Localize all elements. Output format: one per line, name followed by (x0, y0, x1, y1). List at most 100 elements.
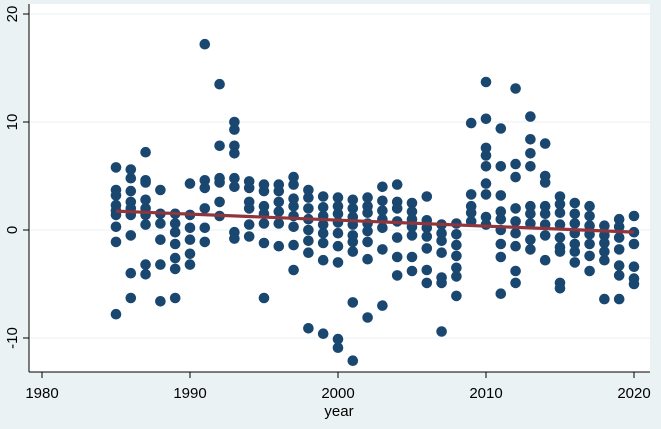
data-point (303, 203, 314, 214)
data-point (125, 172, 137, 184)
data-point (169, 263, 181, 275)
data-point (229, 181, 240, 193)
data-point (421, 243, 433, 254)
data-point (599, 220, 610, 231)
data-point (613, 244, 625, 255)
y-tick-label: -10 (4, 327, 21, 349)
data-point (140, 269, 151, 280)
data-point (184, 248, 196, 260)
data-point (347, 236, 359, 248)
data-point (584, 220, 595, 231)
data-point (155, 184, 166, 196)
data-point (140, 177, 151, 188)
data-point (584, 210, 595, 222)
data-point (628, 238, 640, 250)
data-point (480, 76, 492, 88)
data-point (421, 191, 433, 202)
data-point (391, 251, 403, 263)
data-point (377, 181, 388, 193)
data-point (628, 210, 640, 222)
data-point (480, 161, 492, 172)
data-point (406, 265, 418, 277)
data-point (317, 202, 329, 213)
data-point (332, 257, 344, 268)
data-point (125, 292, 137, 304)
data-point (436, 326, 447, 337)
data-point (184, 259, 196, 270)
data-point (554, 219, 566, 230)
data-point (599, 230, 610, 241)
data-point (525, 200, 536, 212)
data-point (436, 235, 447, 247)
data-point (495, 251, 507, 263)
data-point (525, 134, 536, 145)
data-point (539, 208, 551, 220)
data-point (584, 250, 595, 262)
data-point (436, 247, 447, 258)
data-point (362, 236, 373, 248)
data-point (377, 244, 388, 255)
data-point (480, 189, 492, 200)
data-point (584, 200, 595, 212)
data-point (332, 200, 344, 212)
data-point (273, 240, 285, 252)
data-point (480, 150, 492, 161)
data-point (362, 253, 373, 265)
data-point (391, 179, 403, 190)
data-point (421, 277, 433, 289)
data-point (554, 191, 566, 202)
data-point (599, 237, 610, 249)
data-point (303, 247, 314, 258)
data-point (347, 194, 359, 206)
data-point (110, 162, 122, 173)
data-point (229, 172, 240, 184)
data-point (539, 177, 551, 188)
data-point (554, 246, 566, 257)
data-point (317, 254, 329, 266)
data-point (155, 234, 166, 245)
data-point (451, 229, 462, 240)
data-point (391, 203, 403, 214)
data-point (214, 177, 225, 188)
data-point (510, 227, 521, 239)
data-point (525, 218, 536, 229)
data-point (229, 140, 240, 152)
data-point (229, 116, 240, 128)
data-point (554, 232, 566, 243)
data-point (539, 138, 551, 149)
data-point (140, 219, 151, 230)
data-point (613, 232, 625, 243)
data-point (332, 208, 344, 220)
data-point (377, 300, 388, 311)
data-point (214, 196, 225, 208)
data-point (510, 216, 521, 227)
data-point (480, 113, 492, 125)
x-axis-ticks: 1980 1990 2000 2010 2020 (25, 372, 651, 402)
data-point (495, 161, 507, 172)
data-point (332, 240, 344, 252)
data-point (569, 208, 581, 220)
data-point (628, 278, 640, 290)
data-point (613, 260, 625, 271)
y-tick-label: 0 (4, 226, 21, 234)
data-point (510, 203, 521, 214)
data-point (347, 203, 359, 214)
data-point (510, 240, 521, 252)
data-point (110, 308, 122, 320)
data-point (525, 234, 536, 245)
data-point (273, 206, 285, 217)
data-point (465, 117, 477, 129)
y-tick-label: 20 (4, 6, 21, 23)
data-point (525, 148, 536, 159)
data-point (243, 203, 255, 214)
data-point (125, 267, 137, 279)
data-point (584, 265, 595, 277)
data-point (199, 222, 211, 234)
data-point (510, 277, 521, 289)
data-point (554, 207, 566, 218)
data-point (525, 208, 536, 220)
data-point (377, 222, 388, 234)
data-point (554, 198, 566, 210)
data-point (525, 244, 536, 255)
